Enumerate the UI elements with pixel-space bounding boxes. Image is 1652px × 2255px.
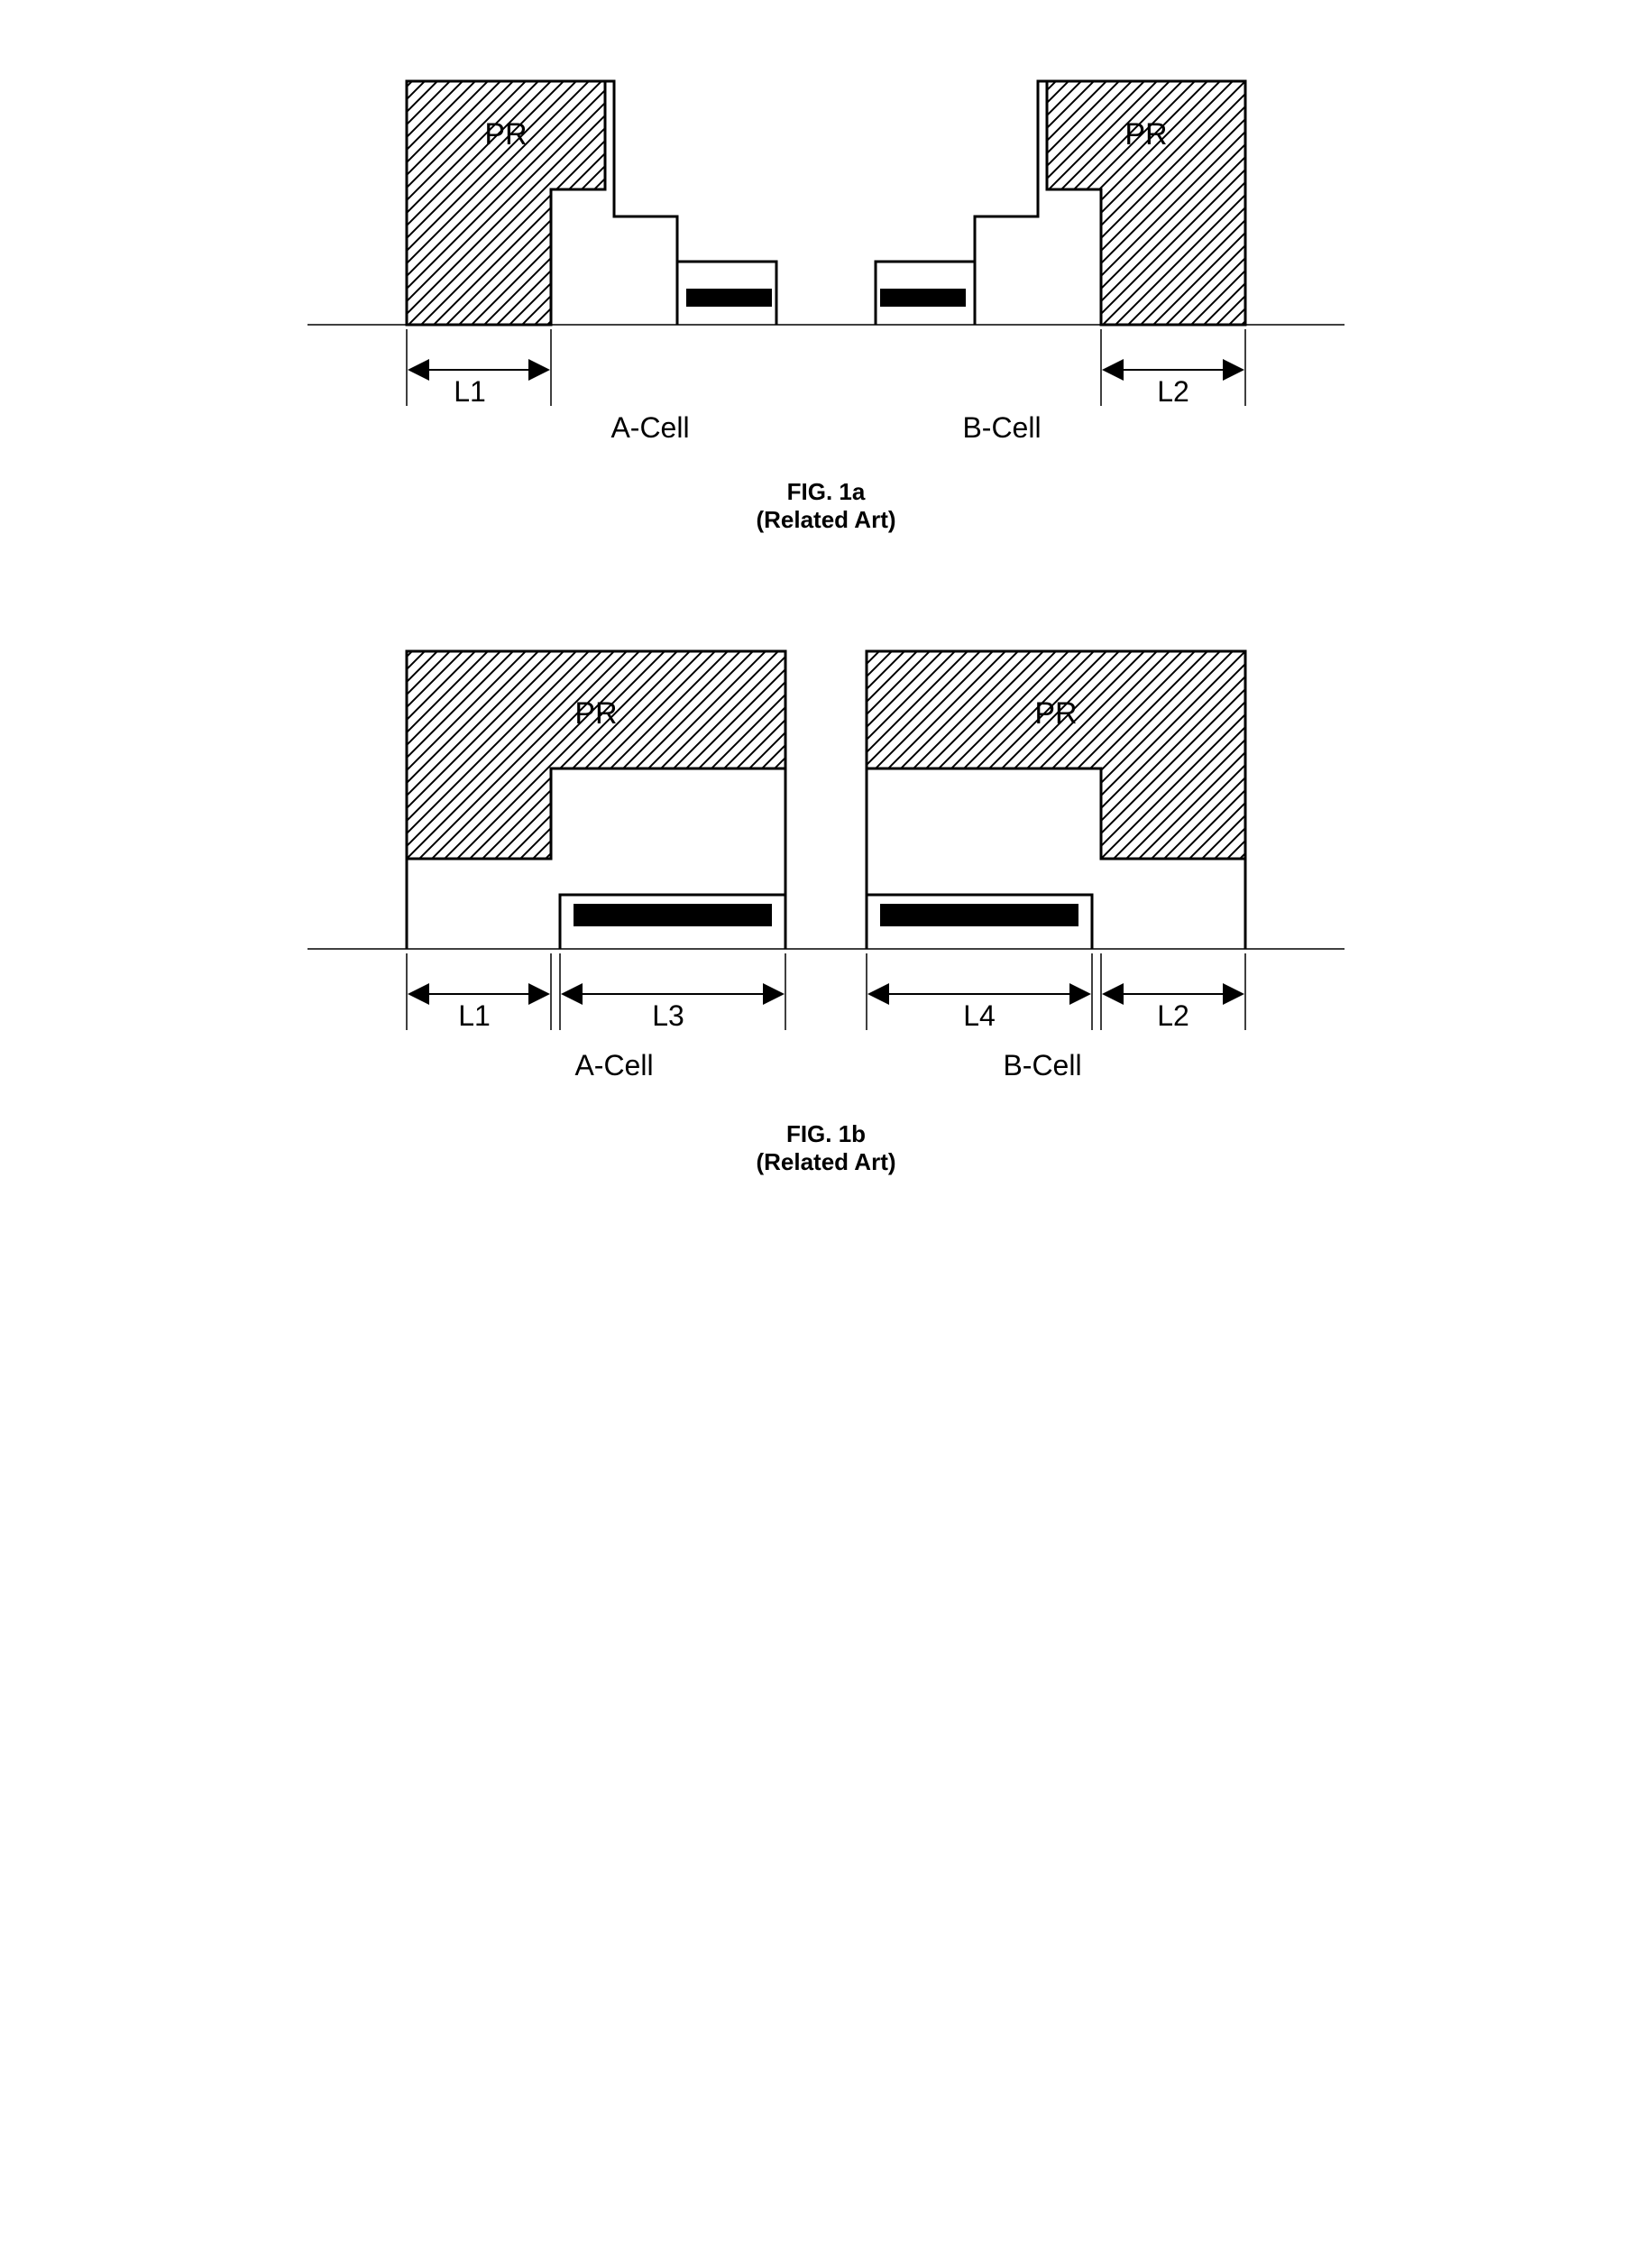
pr-label-a2: PR (574, 696, 617, 731)
l1-label: L1 (454, 375, 486, 408)
fig1b-svg: PR PR L1 L3 A-Cell L4 L2 B-Cell (217, 606, 1435, 1093)
figure-1a: PR PR L1 A-Cell L2 B-Cell FIG. 1a (Relat… (36, 36, 1616, 534)
a-cell-label-b: A-Cell (574, 1049, 653, 1081)
figure-1b: PR PR L1 L3 A-Cell L4 L2 B-Cell FIG. 1b … (36, 606, 1616, 1176)
fig1a-svg: PR PR L1 A-Cell L2 B-Cell (217, 36, 1435, 451)
a-cell-label: A-Cell (610, 411, 689, 444)
fig1b-sub: (Related Art) (756, 1148, 895, 1176)
fig1a-sub: (Related Art) (756, 506, 895, 534)
b-cell-label: B-Cell (962, 411, 1041, 444)
pr-label-b: PR (1124, 117, 1167, 152)
pr-label-a: PR (484, 117, 527, 152)
fig1b-caption: FIG. 1b (Related Art) (756, 1120, 895, 1176)
l1b-label: L1 (458, 999, 491, 1032)
l3-label: L3 (652, 999, 684, 1032)
l4-label: L4 (963, 999, 996, 1032)
fig1a-title: FIG. 1a (756, 478, 895, 506)
b-cell-label-b: B-Cell (1003, 1049, 1081, 1081)
l2b-label: L2 (1157, 999, 1189, 1032)
l2-label: L2 (1157, 375, 1189, 408)
fig1b-title: FIG. 1b (756, 1120, 895, 1148)
pr-label-b2: PR (1034, 696, 1077, 731)
fig1a-caption: FIG. 1a (Related Art) (756, 478, 895, 534)
